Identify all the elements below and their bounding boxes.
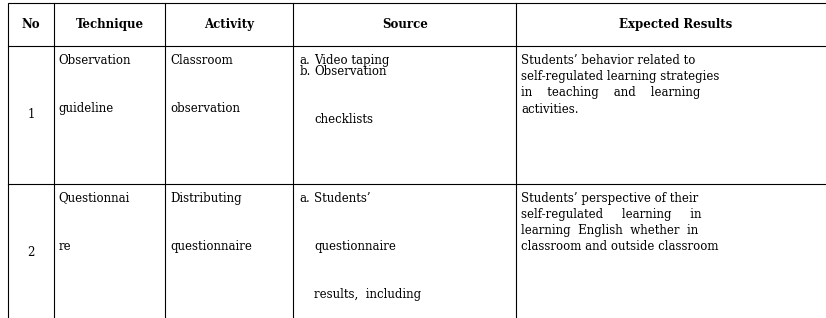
Text: Classroom

observation: Classroom observation (170, 54, 240, 115)
Text: 2: 2 (27, 246, 35, 259)
Text: b.: b. (300, 65, 311, 78)
Text: Observation

checklists: Observation checklists (314, 65, 387, 126)
Text: in    teaching    and    learning: in teaching and learning (521, 86, 700, 100)
Text: self-regulated learning strategies: self-regulated learning strategies (521, 70, 719, 83)
Text: No: No (21, 18, 40, 31)
Text: Students’ perspective of their: Students’ perspective of their (521, 191, 699, 204)
Text: Activity: Activity (204, 18, 254, 31)
Text: self-regulated     learning     in: self-regulated learning in (521, 208, 702, 221)
Text: classroom and outside classroom: classroom and outside classroom (521, 240, 719, 253)
Text: Questionnai

re: Questionnai re (59, 191, 130, 252)
Text: Observation

guideline: Observation guideline (59, 54, 131, 115)
Text: learning  English  whether  in: learning English whether in (521, 224, 699, 237)
Text: Source: Source (382, 18, 428, 31)
Text: Technique: Technique (75, 18, 144, 31)
Text: Distributing

questionnaire: Distributing questionnaire (170, 191, 252, 252)
Text: Expected Results: Expected Results (619, 18, 732, 31)
Text: 1: 1 (27, 108, 35, 121)
Text: Video taping: Video taping (314, 54, 389, 67)
Text: a.: a. (300, 54, 311, 67)
Text: a.: a. (300, 191, 311, 204)
Text: Students’ behavior related to: Students’ behavior related to (521, 54, 695, 67)
Text: Students’

questionnaire

results,  including

personal: Students’ questionnaire results, includi… (314, 191, 421, 318)
Text: activities.: activities. (521, 103, 579, 116)
